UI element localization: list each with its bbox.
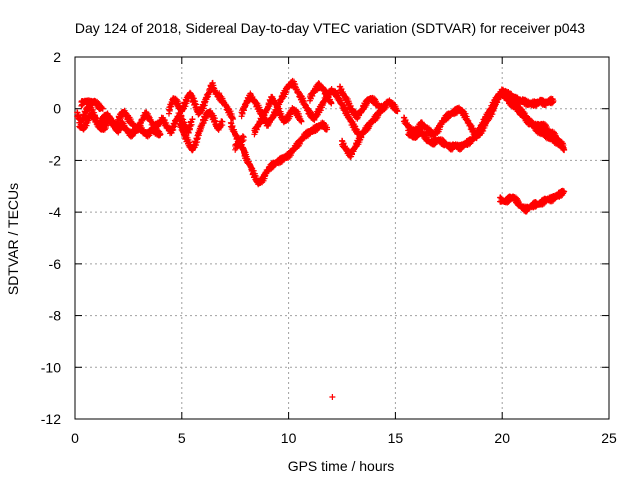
x-tick-label: 10 xyxy=(281,430,297,446)
data-point xyxy=(550,97,557,104)
y-axis-label: SDTVAR / TECUs xyxy=(5,183,21,295)
x-axis-label: GPS time / hours xyxy=(288,458,395,474)
y-tick-label: -8 xyxy=(49,308,62,324)
data-point xyxy=(297,117,304,124)
data-point xyxy=(240,134,247,141)
y-tick-label: -6 xyxy=(49,256,62,272)
x-tick-label: 0 xyxy=(71,430,79,446)
data-point xyxy=(324,126,331,133)
y-tick-label: 2 xyxy=(53,49,61,65)
data-point xyxy=(379,105,386,112)
data-point xyxy=(191,100,198,107)
data-point xyxy=(327,99,334,106)
y-tick-label: -12 xyxy=(41,411,61,427)
data-point xyxy=(98,105,105,112)
data-point xyxy=(328,100,335,107)
data-point xyxy=(394,108,401,115)
data-point xyxy=(99,105,106,112)
x-tick-label: 15 xyxy=(388,430,404,446)
chart-title: Day 124 of 2018, Sidereal Day-to-day VTE… xyxy=(75,20,585,36)
data-point xyxy=(298,118,305,125)
x-tick-label: 5 xyxy=(178,430,186,446)
data-point xyxy=(177,118,184,125)
data-point xyxy=(200,103,207,110)
data-point xyxy=(189,116,196,123)
data-point xyxy=(186,125,193,132)
axis-ticks: 20-2-4-6-8-10-120 5 10 15 20 25 xyxy=(41,49,617,446)
y-tick-label: -10 xyxy=(41,359,61,375)
data-point xyxy=(194,135,201,142)
x-tick-label: 25 xyxy=(601,430,617,446)
data-point xyxy=(219,118,226,125)
plot-frame xyxy=(74,56,610,420)
data-point xyxy=(329,394,336,401)
data-point xyxy=(239,133,246,140)
y-tick-label: -4 xyxy=(49,204,62,220)
data-point xyxy=(336,96,343,103)
x-tick-label: 20 xyxy=(494,430,510,446)
data-points xyxy=(74,77,568,401)
y-tick-label: -2 xyxy=(49,152,62,168)
data-point xyxy=(230,116,237,123)
data-point xyxy=(165,110,172,117)
y-tick-label: 0 xyxy=(53,101,61,117)
data-point xyxy=(157,131,164,138)
grid-lines xyxy=(75,57,609,419)
